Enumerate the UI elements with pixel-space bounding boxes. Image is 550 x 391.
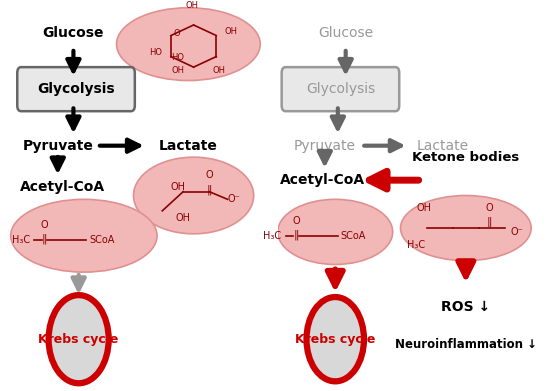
Ellipse shape xyxy=(10,199,157,272)
Text: Krebs cycle: Krebs cycle xyxy=(295,333,376,346)
Ellipse shape xyxy=(400,196,531,261)
Text: O⁻: O⁻ xyxy=(228,194,240,204)
Text: Lactate: Lactate xyxy=(159,139,218,153)
Text: ‖: ‖ xyxy=(207,184,212,194)
Text: Acetyl-CoA: Acetyl-CoA xyxy=(279,173,365,187)
Text: Glucose: Glucose xyxy=(318,26,373,39)
Text: O: O xyxy=(206,170,213,180)
Text: H₃C: H₃C xyxy=(407,240,425,249)
Text: O: O xyxy=(174,29,180,38)
Text: ROS ↓: ROS ↓ xyxy=(441,300,491,314)
Text: O: O xyxy=(486,203,493,213)
FancyBboxPatch shape xyxy=(17,67,135,111)
Text: O: O xyxy=(292,216,300,226)
Text: SCoA: SCoA xyxy=(340,231,366,241)
Text: Glycolysis: Glycolysis xyxy=(37,83,115,96)
Text: OH: OH xyxy=(186,1,199,10)
Text: OH: OH xyxy=(224,27,237,36)
Text: Krebs cycle: Krebs cycle xyxy=(39,333,119,346)
Circle shape xyxy=(306,297,364,381)
Text: ‖: ‖ xyxy=(487,217,492,227)
Ellipse shape xyxy=(278,199,393,264)
Text: Glycolysis: Glycolysis xyxy=(306,83,375,96)
Text: OH: OH xyxy=(170,182,185,192)
Text: OH: OH xyxy=(172,66,184,75)
Text: O⁻: O⁻ xyxy=(510,227,523,237)
FancyBboxPatch shape xyxy=(282,67,399,111)
Text: Neuroinflammation ↓: Neuroinflammation ↓ xyxy=(395,339,537,352)
Text: ‖: ‖ xyxy=(293,230,299,240)
Ellipse shape xyxy=(117,8,260,81)
Text: H₃C: H₃C xyxy=(12,235,30,244)
Text: Ketone bodies: Ketone bodies xyxy=(412,151,519,164)
Text: OH: OH xyxy=(416,203,432,213)
Ellipse shape xyxy=(134,157,254,234)
Text: Glucose: Glucose xyxy=(43,26,104,39)
Text: HO: HO xyxy=(149,48,162,57)
Text: Lactate: Lactate xyxy=(416,139,469,153)
Text: OH: OH xyxy=(175,213,191,223)
Circle shape xyxy=(48,295,109,383)
Text: H₃C: H₃C xyxy=(263,231,282,241)
Text: ‖: ‖ xyxy=(42,234,47,244)
Text: Acetyl-CoA: Acetyl-CoA xyxy=(20,180,106,194)
Text: HO: HO xyxy=(172,53,184,62)
Text: Pyruvate: Pyruvate xyxy=(23,139,93,153)
Text: OH: OH xyxy=(212,66,226,75)
Text: Pyruvate: Pyruvate xyxy=(294,139,356,153)
Text: SCoA: SCoA xyxy=(89,235,114,244)
Text: O: O xyxy=(41,220,48,230)
